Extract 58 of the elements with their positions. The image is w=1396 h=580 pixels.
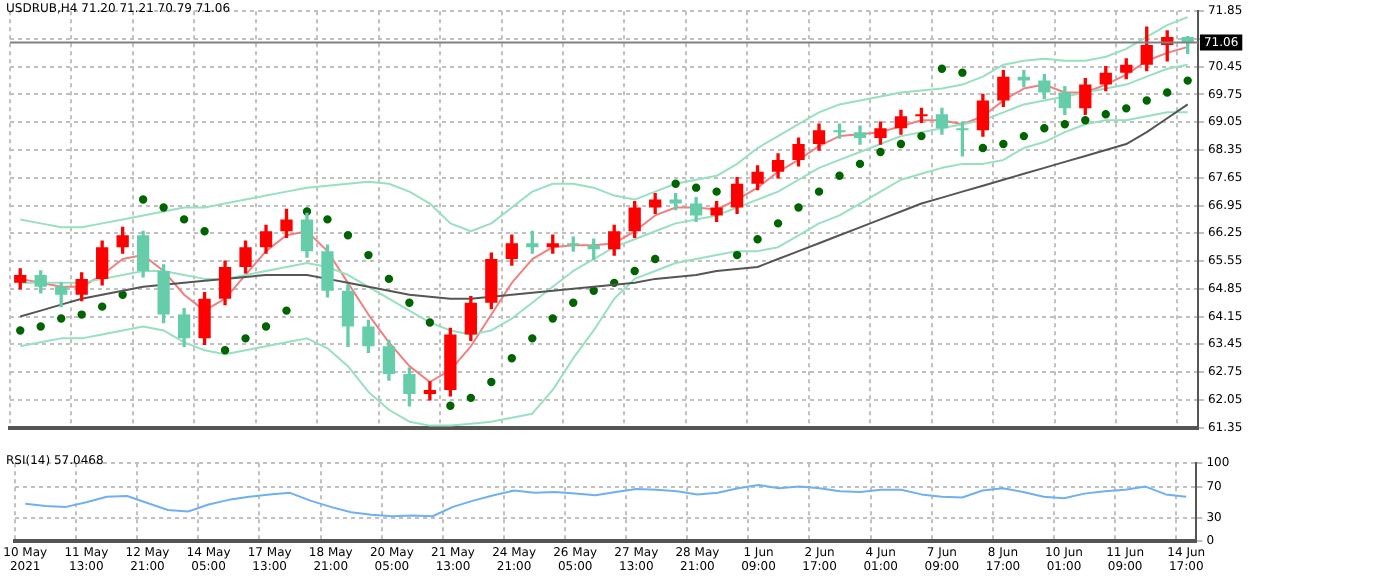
point [507,354,516,363]
point [814,187,824,196]
point [999,139,1008,149]
candlestick [1017,70,1030,88]
point [630,266,639,276]
point [241,334,250,343]
point [753,235,762,244]
point [200,227,209,236]
point [876,147,885,157]
point [732,250,742,260]
point [528,334,537,343]
point [16,326,25,335]
point [487,377,496,387]
point [425,318,435,327]
point [179,215,189,224]
point [323,215,332,224]
point [589,286,598,295]
point [282,306,291,315]
point [1101,110,1110,119]
point [650,254,660,264]
point [1163,88,1172,97]
point [835,171,844,180]
point [138,195,148,204]
point [937,64,947,73]
point [261,322,271,331]
candlestick [423,381,437,401]
point [36,322,45,331]
point [118,290,127,299]
point [466,393,476,403]
point [1142,96,1151,105]
point [917,131,926,141]
point [548,314,557,323]
point [855,159,865,169]
point [1183,76,1192,85]
point [220,346,230,355]
point [1040,123,1049,133]
point [569,298,578,307]
point [159,203,168,212]
point [77,310,86,319]
point [773,219,783,228]
point [343,231,353,240]
point [1019,131,1029,141]
point [405,298,414,307]
point [446,401,455,410]
point [896,139,906,149]
point [794,203,803,212]
point [97,302,107,311]
point [1060,120,1070,129]
point [712,187,721,196]
point [1081,116,1090,125]
point [1122,104,1131,113]
point [384,274,394,284]
point [671,179,680,188]
point [691,183,701,192]
point [364,250,373,260]
point [57,314,66,323]
point [978,143,988,153]
point [958,68,967,77]
